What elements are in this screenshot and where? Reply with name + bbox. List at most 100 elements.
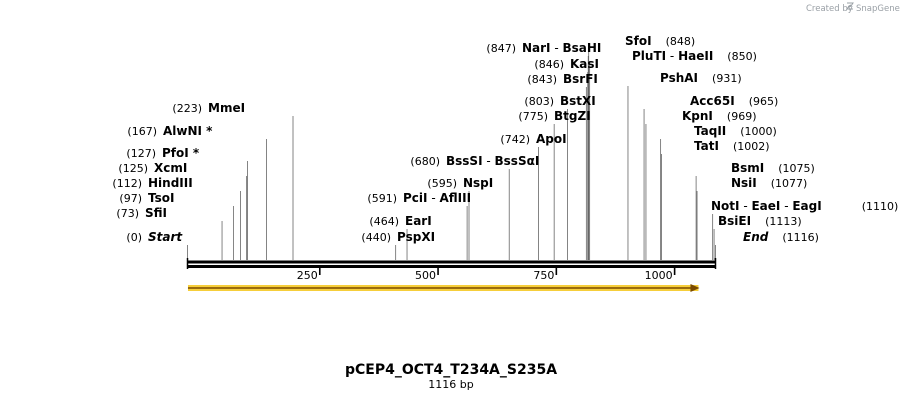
enzyme-name-part: KpnI bbox=[682, 109, 713, 123]
enzyme-name-part: HindIII bbox=[148, 176, 193, 190]
enzyme-name-part: TatI bbox=[694, 139, 719, 153]
site-label-16: (843) BsrFI bbox=[527, 72, 597, 86]
site-label-3: (112) HindIII bbox=[112, 176, 192, 190]
site-label-11: (595) NspI bbox=[427, 176, 493, 190]
site-position: (848) bbox=[666, 35, 696, 48]
site-label-21: (931) PshAI bbox=[660, 71, 742, 85]
site-position: (125) bbox=[118, 162, 148, 175]
enzyme-name-part: BsaHI bbox=[563, 41, 602, 55]
snapgene-name: SnapGene bbox=[856, 4, 900, 14]
site-position: (1002) bbox=[733, 140, 770, 153]
site-position: (775) bbox=[518, 110, 548, 123]
enzyme-name-part: NotI bbox=[711, 199, 740, 213]
enzyme-name-part: TaqII bbox=[694, 124, 726, 138]
enzyme-name: AlwNI * bbox=[163, 124, 213, 138]
site-position: (112) bbox=[112, 177, 142, 190]
site-position: (97) bbox=[119, 192, 142, 205]
feature-arrow bbox=[187, 284, 700, 292]
name-separator: - bbox=[740, 199, 752, 213]
site-label-6: (167) AlwNI * bbox=[127, 124, 213, 138]
site-position: (127) bbox=[126, 147, 156, 160]
plasmid-length: 1116 bp bbox=[428, 378, 473, 391]
enzyme-name-part: PciI bbox=[403, 191, 428, 205]
snapgene-brand: Created by SnapGene bbox=[806, 2, 900, 14]
site-label-15: (803) BstXI bbox=[524, 94, 595, 108]
enzyme-name: PluTI - HaeII bbox=[632, 49, 713, 63]
enzyme-name: End bbox=[743, 230, 769, 244]
site-label-4: (125) XcmI bbox=[118, 161, 187, 175]
site-label-27: (1077) NsiI bbox=[731, 176, 807, 190]
site-label-25: (1002) TatI bbox=[694, 139, 770, 153]
site-position: (1116) bbox=[782, 231, 819, 244]
site-label-23: (969) KpnI bbox=[682, 109, 757, 123]
enzyme-name-part: BsmI bbox=[731, 161, 764, 175]
snapgene-logo-icon bbox=[846, 2, 854, 10]
enzyme-name-part: SfiI bbox=[145, 206, 167, 220]
site-position: (846) bbox=[534, 58, 564, 71]
enzyme-name-part: PshAI bbox=[660, 71, 698, 85]
enzyme-name: BsmI bbox=[731, 161, 764, 175]
enzyme-name: Start bbox=[148, 230, 183, 244]
site-label-2: (97) TsoI bbox=[119, 191, 174, 205]
enzyme-name: TatI bbox=[694, 139, 719, 153]
site-position: (591) bbox=[367, 192, 397, 205]
enzyme-name-part: BstXI bbox=[560, 94, 596, 108]
created-by-text: Created by bbox=[806, 4, 853, 14]
feature-arrow-head bbox=[690, 284, 700, 292]
site-position: (931) bbox=[712, 72, 742, 85]
enzyme-name-part: AflIII bbox=[439, 191, 471, 205]
enzyme-name: BsrFI bbox=[563, 72, 598, 86]
enzyme-name-part: BssSI bbox=[446, 154, 483, 168]
enzyme-name: SfiI bbox=[145, 206, 167, 220]
enzyme-name: HindIII bbox=[148, 176, 193, 190]
enzyme-name-part: SfoI bbox=[625, 34, 652, 48]
enzyme-name-part: BsiEI bbox=[718, 214, 751, 228]
site-position: (1075) bbox=[778, 162, 815, 175]
site-label-24: (1000) TaqII bbox=[694, 124, 777, 138]
site-label-14: (775) BtgZI bbox=[518, 109, 590, 123]
site-position: (969) bbox=[727, 110, 757, 123]
site-position: (1110) bbox=[862, 200, 899, 213]
site-label-5: (127) PfoI * bbox=[126, 146, 199, 160]
enzyme-name: NotI - EaeI - EagI bbox=[711, 199, 822, 213]
site-position: (803) bbox=[524, 95, 554, 108]
tick-label: 500 bbox=[415, 269, 436, 282]
enzyme-name: SfoI bbox=[625, 34, 652, 48]
sequence-backbone bbox=[186, 258, 717, 269]
site-label-13: (742) ApoI bbox=[500, 132, 566, 146]
site-position: (850) bbox=[727, 50, 757, 63]
site-label-22: (965) Acc65I bbox=[690, 94, 778, 108]
enzyme-name-part: EagI bbox=[792, 199, 821, 213]
site-label-8: (440) PspXI bbox=[361, 230, 435, 244]
enzyme-name: NspI bbox=[463, 176, 493, 190]
enzyme-name-part: PspXI bbox=[397, 230, 435, 244]
site-position: (167) bbox=[127, 125, 157, 138]
enzyme-name-part: AlwNI * bbox=[163, 124, 213, 138]
enzyme-name: TsoI bbox=[148, 191, 174, 205]
enzyme-name: PshAI bbox=[660, 71, 698, 85]
site-position: (595) bbox=[427, 177, 457, 190]
enzyme-name-part: Start bbox=[148, 230, 183, 244]
name-separator: - bbox=[666, 49, 678, 63]
site-label-12: (680) BssSI - BssSαI bbox=[410, 154, 539, 168]
enzyme-name-part: NspI bbox=[463, 176, 493, 190]
site-label-10: (591) PciI - AflIII bbox=[367, 191, 471, 205]
enzyme-name-part: NarI bbox=[522, 41, 551, 55]
site-label-1: (73) SfiI bbox=[116, 206, 167, 220]
site-labels: (0) Start (73) SfiI(97) TsoI (112) HindIII(125… bbox=[112, 34, 898, 244]
enzyme-name-part: End bbox=[743, 230, 769, 244]
site-position: (965) bbox=[749, 95, 779, 108]
name-separator: - bbox=[483, 154, 495, 168]
tick-label: 750 bbox=[533, 269, 554, 282]
site-position: (223) bbox=[172, 102, 202, 115]
name-separator: - bbox=[780, 199, 792, 213]
enzyme-name-part: BtgZI bbox=[554, 109, 591, 123]
enzyme-name: BssSI - BssSαI bbox=[446, 154, 539, 168]
enzyme-name: EarI bbox=[405, 214, 432, 228]
enzyme-name-part: EaeI bbox=[751, 199, 780, 213]
tick-label: 250 bbox=[297, 269, 318, 282]
site-label-28: (1110) NotI - EaeI - EagI bbox=[711, 199, 898, 213]
tick-label: 1000 bbox=[645, 269, 673, 282]
site-label-18: (847) NarI - BsaHI bbox=[486, 41, 601, 55]
enzyme-name: XcmI bbox=[154, 161, 187, 175]
